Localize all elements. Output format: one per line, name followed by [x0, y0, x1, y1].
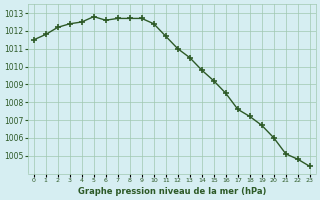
X-axis label: Graphe pression niveau de la mer (hPa): Graphe pression niveau de la mer (hPa) [77, 187, 266, 196]
